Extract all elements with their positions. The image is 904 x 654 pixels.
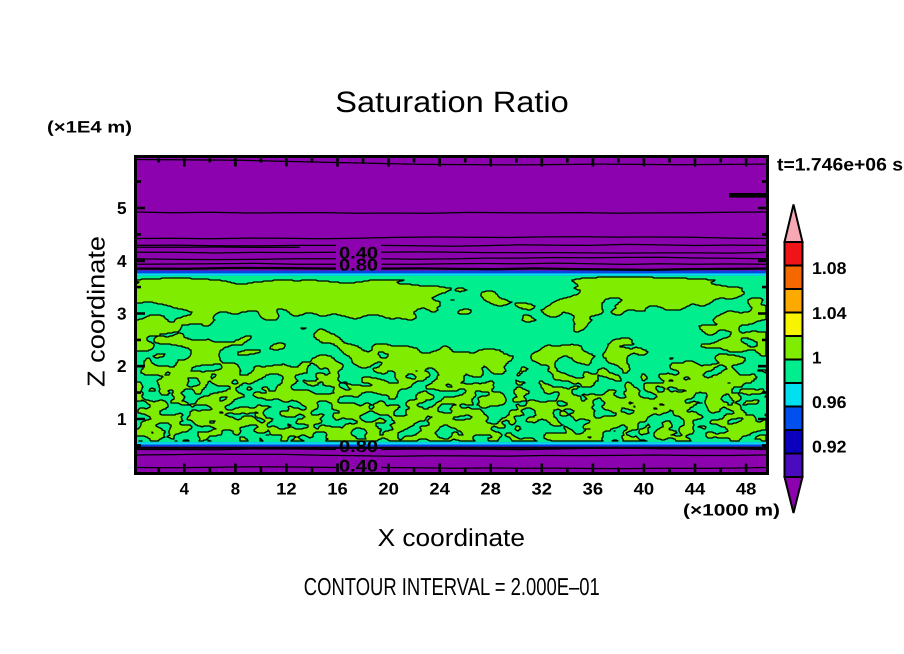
svg-text:0.40: 0.40 — [339, 244, 378, 263]
svg-text:t=1.746e+06 s: t=1.746e+06 s — [777, 155, 903, 175]
svg-text:5: 5 — [117, 198, 127, 218]
svg-text:0.80: 0.80 — [339, 255, 378, 274]
svg-text:12: 12 — [276, 480, 297, 499]
svg-text:Saturation Ratio: Saturation Ratio — [335, 86, 569, 119]
svg-text:36: 36 — [583, 480, 604, 499]
svg-text:1: 1 — [117, 409, 127, 429]
svg-text:28: 28 — [480, 480, 501, 499]
svg-text:4: 4 — [117, 251, 127, 271]
svg-text:Z coordinate: Z coordinate — [84, 236, 111, 387]
svg-text:3: 3 — [117, 304, 127, 324]
svg-text:20: 20 — [378, 480, 399, 499]
svg-text:48: 48 — [736, 480, 757, 499]
svg-text:1.04: 1.04 — [812, 304, 847, 323]
svg-text:44: 44 — [685, 480, 706, 499]
svg-text:0.96: 0.96 — [812, 393, 847, 412]
svg-text:16: 16 — [327, 480, 348, 499]
svg-text:(×1E4 m): (×1E4 m) — [47, 119, 132, 137]
svg-text:32: 32 — [532, 480, 553, 499]
svg-text:X coordinate: X coordinate — [378, 525, 525, 552]
svg-text:CONTOUR INTERVAL = 2.000E–01: CONTOUR INTERVAL = 2.000E–01 — [304, 574, 600, 601]
svg-text:2: 2 — [117, 356, 127, 376]
svg-text:8: 8 — [231, 480, 240, 499]
svg-text:1: 1 — [812, 348, 821, 367]
svg-text:0.92: 0.92 — [812, 438, 847, 457]
svg-text:0.80: 0.80 — [339, 437, 378, 456]
svg-text:(×1000 m): (×1000 m) — [683, 502, 780, 520]
svg-text:1.08: 1.08 — [812, 259, 847, 278]
svg-text:40: 40 — [634, 480, 655, 499]
svg-text:4: 4 — [180, 480, 190, 499]
svg-text:0.40: 0.40 — [339, 457, 378, 476]
svg-text:24: 24 — [429, 480, 450, 499]
